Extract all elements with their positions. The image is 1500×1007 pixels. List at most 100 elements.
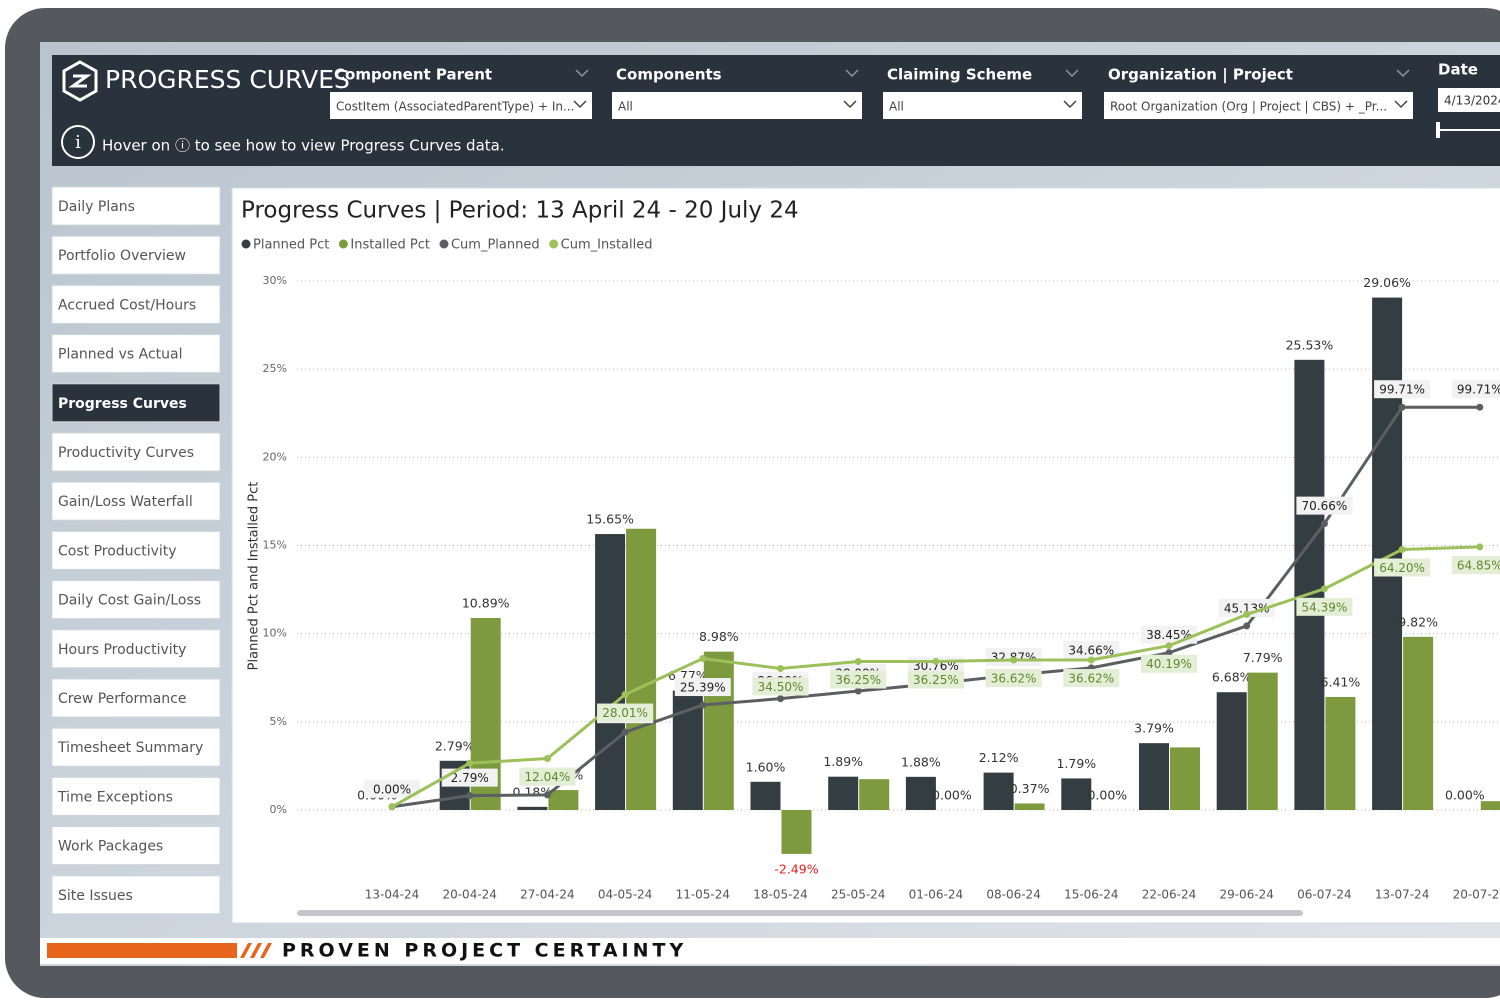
data-label-box <box>519 767 576 786</box>
filter-collapse <box>575 69 589 78</box>
nav-item[interactable] <box>51 186 221 226</box>
line-point <box>1320 520 1328 528</box>
line-point <box>1010 656 1018 664</box>
bar <box>1403 636 1434 810</box>
data-label: 2.79% <box>435 738 475 753</box>
nav-item[interactable] <box>51 875 221 915</box>
bar <box>595 534 626 810</box>
footer <box>40 938 1500 964</box>
filters: Component Parent CostItem (AssociatedPare… <box>330 66 1413 119</box>
bar <box>1247 672 1278 810</box>
nav-item[interactable] <box>51 284 221 324</box>
data-label-box <box>674 678 731 697</box>
nav-item[interactable] <box>51 383 221 423</box>
filter-dropdown[interactable] <box>1104 92 1413 119</box>
nav-item[interactable] <box>51 530 221 570</box>
nav-item[interactable] <box>51 826 221 866</box>
x-tick-label: 04-05-24 <box>598 888 652 902</box>
nav-item[interactable] <box>51 481 221 521</box>
bar <box>1216 692 1247 810</box>
filter-label: Organization | Project <box>1108 66 1293 85</box>
data-label: 40.19% <box>1146 657 1192 671</box>
nav-item-label: Gain/Loss Waterfall <box>58 494 193 510</box>
filter-collapse <box>1396 69 1410 78</box>
date-slider-handle[interactable] <box>1436 122 1440 138</box>
data-label: 34.50% <box>758 680 804 694</box>
filter-collapse <box>845 69 859 78</box>
bar <box>626 528 657 810</box>
data-label: 64.20% <box>1379 561 1425 575</box>
nav-item[interactable] <box>51 432 221 472</box>
filter-dropdown[interactable] <box>330 92 592 119</box>
line-point <box>1243 622 1251 630</box>
filter-collapse <box>1065 69 1079 78</box>
line-point <box>1476 403 1484 411</box>
line-point <box>543 791 551 799</box>
y-tick-label: 20% <box>263 450 287 463</box>
nav-item[interactable] <box>51 334 221 374</box>
data-label: 0.00% <box>373 782 411 796</box>
y-tick-label: 0% <box>270 803 287 816</box>
date-input[interactable] <box>1438 88 1500 112</box>
bar <box>1139 743 1169 810</box>
data-label-box <box>907 670 964 689</box>
data-label: 38.45% <box>1146 628 1192 642</box>
nav-item-label: Portfolio Overview <box>58 248 186 264</box>
nav-item-label: Crew Performance <box>58 691 186 707</box>
nav-item[interactable] <box>51 580 221 620</box>
data-label: 36.62% <box>991 672 1037 686</box>
bar <box>1372 297 1403 811</box>
bar <box>1480 801 1500 810</box>
scrollbar[interactable] <box>297 910 1303 916</box>
data-label: 1.60% <box>746 759 786 774</box>
line-point <box>699 701 707 709</box>
data-label-box <box>985 669 1042 688</box>
nav-item[interactable] <box>51 235 221 275</box>
nav-item-label: Progress Curves <box>58 396 187 412</box>
x-tick-label: 29-06-24 <box>1219 888 1273 902</box>
data-label: 7.79% <box>1243 650 1283 665</box>
data-label-box <box>441 768 498 787</box>
nav-item[interactable] <box>51 629 221 669</box>
filter-value: CostItem (AssociatedParentType) + In... <box>336 100 574 114</box>
bar <box>1061 778 1092 810</box>
data-label: 1.79% <box>1056 756 1096 771</box>
y-tick-label: 15% <box>263 539 287 552</box>
x-tick-label: 06-07-24 <box>1297 888 1351 902</box>
line-point <box>854 687 862 695</box>
x-tick-label: 13-04-24 <box>365 888 419 902</box>
nav-item-label: Work Packages <box>58 839 163 855</box>
filter-value: All <box>618 100 633 114</box>
line-point <box>1165 642 1173 650</box>
line-point <box>699 655 707 663</box>
bar <box>1294 359 1325 810</box>
footer-hatch <box>240 943 272 958</box>
data-label: 6.41% <box>1321 674 1361 689</box>
nav-item[interactable] <box>51 776 221 816</box>
data-label: 15.65% <box>586 512 634 527</box>
filter-label: Claiming Scheme <box>887 66 1032 84</box>
data-label: 36.25% <box>913 673 959 687</box>
data-label: 99.71% <box>1457 383 1500 397</box>
line-point <box>466 792 474 800</box>
nav-item-label: Timesheet Summary <box>57 740 203 756</box>
data-label: -2.49% <box>774 861 818 876</box>
data-label-box <box>597 703 654 722</box>
x-tick-label: 20-07-24 <box>1453 888 1500 902</box>
data-label: 54.39% <box>1302 600 1348 614</box>
filter-dropdown[interactable] <box>612 92 862 119</box>
x-tick-label: 13-07-24 <box>1375 888 1429 902</box>
nav-item[interactable] <box>51 727 221 767</box>
data-label: 0.00% <box>1087 788 1127 803</box>
info-icon[interactable] <box>61 125 95 159</box>
nav-item-label: Daily Cost Gain/Loss <box>58 593 201 609</box>
line-point <box>466 759 474 767</box>
filter-label: Component Parent <box>334 66 492 84</box>
x-tick-label: 25-05-24 <box>831 888 885 902</box>
filter-dropdown[interactable] <box>883 92 1082 119</box>
data-label: 28.01% <box>602 706 648 720</box>
nav-item-label: Site Issues <box>58 888 133 904</box>
y-tick-label: 30% <box>263 274 287 287</box>
nav-item[interactable] <box>51 678 221 718</box>
